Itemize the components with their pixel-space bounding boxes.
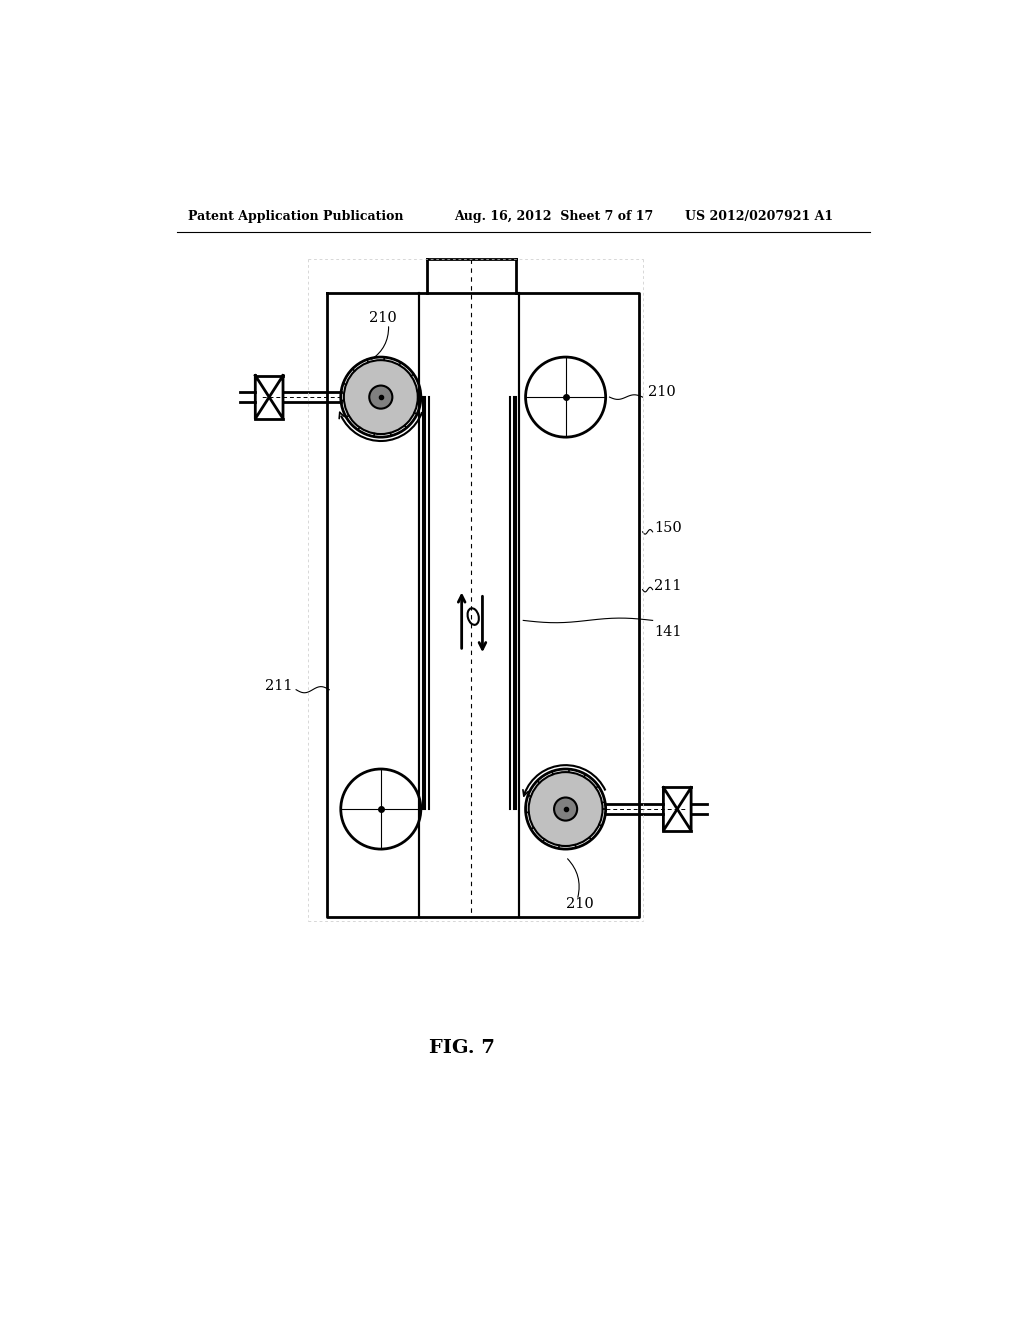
Text: Aug. 16, 2012  Sheet 7 of 17: Aug. 16, 2012 Sheet 7 of 17	[454, 210, 653, 223]
Text: 211: 211	[265, 678, 293, 693]
Text: 210: 210	[648, 384, 676, 399]
Ellipse shape	[468, 609, 479, 624]
Text: Patent Application Publication: Patent Application Publication	[188, 210, 403, 223]
Text: 211: 211	[654, 578, 682, 593]
Text: 141: 141	[654, 624, 682, 639]
Circle shape	[344, 360, 418, 434]
Text: 150: 150	[654, 521, 682, 535]
Text: 210: 210	[370, 310, 397, 325]
Circle shape	[370, 385, 392, 409]
Text: 210: 210	[565, 896, 593, 911]
Text: US 2012/0207921 A1: US 2012/0207921 A1	[685, 210, 834, 223]
Circle shape	[528, 772, 602, 846]
Text: FIG. 7: FIG. 7	[429, 1039, 495, 1057]
Circle shape	[554, 797, 578, 821]
